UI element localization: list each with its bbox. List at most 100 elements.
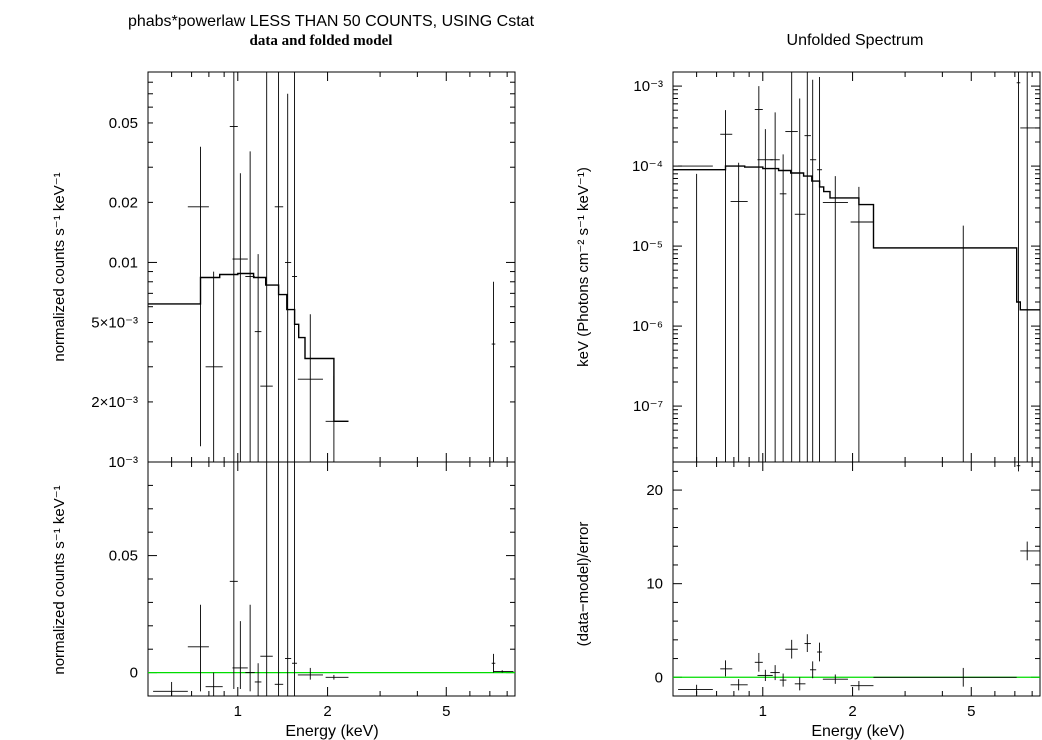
left-top-y-tick-label: 2×10⁻³ — [91, 394, 138, 411]
left-top-y-tick-label: 0.05 — [109, 115, 138, 132]
left-top-y-tick-label: 10⁻³ — [108, 454, 138, 471]
right-bottom-x-tick-label: 1 — [759, 703, 767, 720]
left-bottom-data-point — [232, 621, 248, 689]
left-bottom-y-tick-label: 0.05 — [109, 548, 138, 565]
right-top-panel: 10⁻⁷ 10⁻⁶ 10⁻⁵ 10⁻⁴ 10⁻³ — [632, 71, 1041, 463]
right-bottom-data-point — [754, 652, 763, 672]
left-top-data-point — [254, 254, 262, 462]
right-bottom-data-point — [757, 669, 773, 682]
left-xlabel: Energy (keV) — [285, 723, 378, 740]
right-bottom-data-point — [1020, 541, 1040, 561]
left-bottom-y-tick-label: 0 — [130, 665, 138, 682]
left-top-frame — [147, 71, 516, 463]
left-bottom-data-point — [274, 462, 284, 696]
right-top-data-point — [810, 79, 817, 462]
left-bottom-frame — [147, 461, 516, 697]
left-top-data-point — [187, 146, 209, 447]
left-bottom-data-point — [493, 670, 514, 673]
right-bottom-data-point — [850, 681, 874, 691]
right-top-data-point — [785, 72, 798, 462]
right-bottom-data-point — [804, 634, 811, 653]
left-bottom-data-point — [205, 672, 223, 696]
left-bottom-data-point — [292, 462, 298, 696]
left-top-data-point — [491, 281, 496, 462]
left-top-data-point — [260, 72, 273, 462]
left-top-data-point — [285, 93, 292, 462]
left-top-ylabel: normalized counts s⁻¹ keV⁻¹ — [51, 172, 68, 361]
right-top-data-point — [804, 72, 811, 462]
left-title: phabs*powerlaw LESS THAN 50 COUNTS, USIN… — [128, 13, 535, 30]
right-top-ylabel: keV (Photons cm⁻² s⁻¹ keV⁻¹) — [575, 167, 592, 367]
left-bottom-x-tick-label: 2 — [323, 703, 331, 720]
left-top-y-tick-label: 0.01 — [109, 254, 138, 271]
right-bottom-data-point — [770, 665, 780, 681]
left-bottom-data-point — [187, 604, 209, 692]
right-bottom-y-tick-label: 20 — [646, 482, 663, 499]
right-bottom-x-tick-label: 2 — [848, 703, 856, 720]
left-top-data-point — [325, 375, 349, 462]
right-bottom-data-point — [720, 660, 733, 677]
left-bottom-data-point — [153, 681, 188, 696]
right-top-model-line — [673, 165, 1040, 311]
left-bottom-data-point — [285, 462, 292, 696]
left-bottom-x-tick-label: 1 — [234, 703, 242, 720]
left-bottom-ylabel: normalized counts s⁻¹ keV⁻¹ — [51, 485, 68, 674]
right-bottom-y-tick-label: 0 — [655, 669, 663, 686]
right-bottom-panel: 1 2 5 0 10 20 — [646, 461, 1041, 720]
left-bottom-data-point — [297, 667, 323, 680]
right-bottom-data-point — [678, 684, 713, 695]
left-top-data-point — [292, 72, 298, 462]
right-bottom-data-point — [785, 639, 798, 659]
left-top-panel: 10⁻³ 2×10⁻³ 5×10⁻³ 0.01 0.02 0.05 — [91, 71, 516, 471]
right-bottom-ylabel: (data−model)/error — [575, 522, 592, 647]
right-top-data-point — [678, 165, 713, 462]
left-top-y-tick-label: 0.02 — [109, 194, 138, 211]
left-top-data-point — [297, 314, 323, 462]
left-bottom-data-point — [260, 462, 273, 696]
right-top-data-point — [730, 162, 748, 462]
right-top-y-tick-label: 10⁻³ — [633, 78, 663, 95]
right-bottom-data-point — [810, 661, 817, 679]
left-bottom-data-point — [325, 674, 349, 680]
right-bottom-data-point — [873, 667, 1017, 687]
right-bottom-data-point — [822, 674, 848, 684]
right-top-y-tick-label: 10⁻⁵ — [632, 238, 663, 255]
right-top-data-point — [850, 186, 874, 462]
left-bottom-panel: 1 2 5 0 0.05 — [109, 461, 516, 720]
left-bottom-data-point — [229, 462, 238, 689]
left-top-model-line — [148, 272, 349, 422]
right-top-y-tick-label: 10⁻⁷ — [633, 398, 663, 415]
right-xlabel: Energy (keV) — [811, 723, 904, 740]
left-top-data-point — [232, 173, 248, 462]
right-bottom-data-point — [817, 642, 823, 662]
left-top-data-point — [245, 151, 255, 462]
right-top-data-point — [779, 154, 787, 462]
right-top-data-point — [1016, 72, 1021, 462]
left-top-data-point — [229, 72, 238, 462]
right-title: Unfolded Spectrum — [787, 32, 924, 49]
right-top-data-point — [822, 176, 848, 462]
right-top-data-point — [794, 98, 806, 462]
right-bottom-frame — [672, 461, 1041, 697]
right-top-y-tick-label: 10⁻⁴ — [632, 158, 663, 175]
right-bottom-data-point — [794, 677, 806, 691]
right-top-frame — [672, 71, 1041, 463]
right-bottom-data-point — [730, 679, 748, 691]
left-top-y-tick-label: 5×10⁻³ — [91, 315, 138, 332]
left-bottom-data-point — [245, 604, 255, 692]
right-bottom-data-point — [779, 673, 787, 687]
right-bottom-x-tick-label: 5 — [967, 703, 975, 720]
left-top-data-point — [205, 271, 223, 462]
right-top-data-point — [720, 110, 733, 462]
left-bottom-x-tick-label: 5 — [442, 703, 450, 720]
right-top-data-point — [817, 76, 823, 462]
right-top-data-point — [873, 225, 1017, 462]
right-top-y-tick-label: 10⁻⁶ — [632, 318, 663, 335]
right-top-data-point — [757, 129, 773, 462]
left-bottom-data-point — [491, 653, 496, 673]
right-bottom-data-point — [1016, 462, 1021, 472]
left-top-data-point — [274, 72, 284, 462]
right-top-data-point — [770, 112, 780, 462]
right-top-data-point — [754, 86, 763, 462]
